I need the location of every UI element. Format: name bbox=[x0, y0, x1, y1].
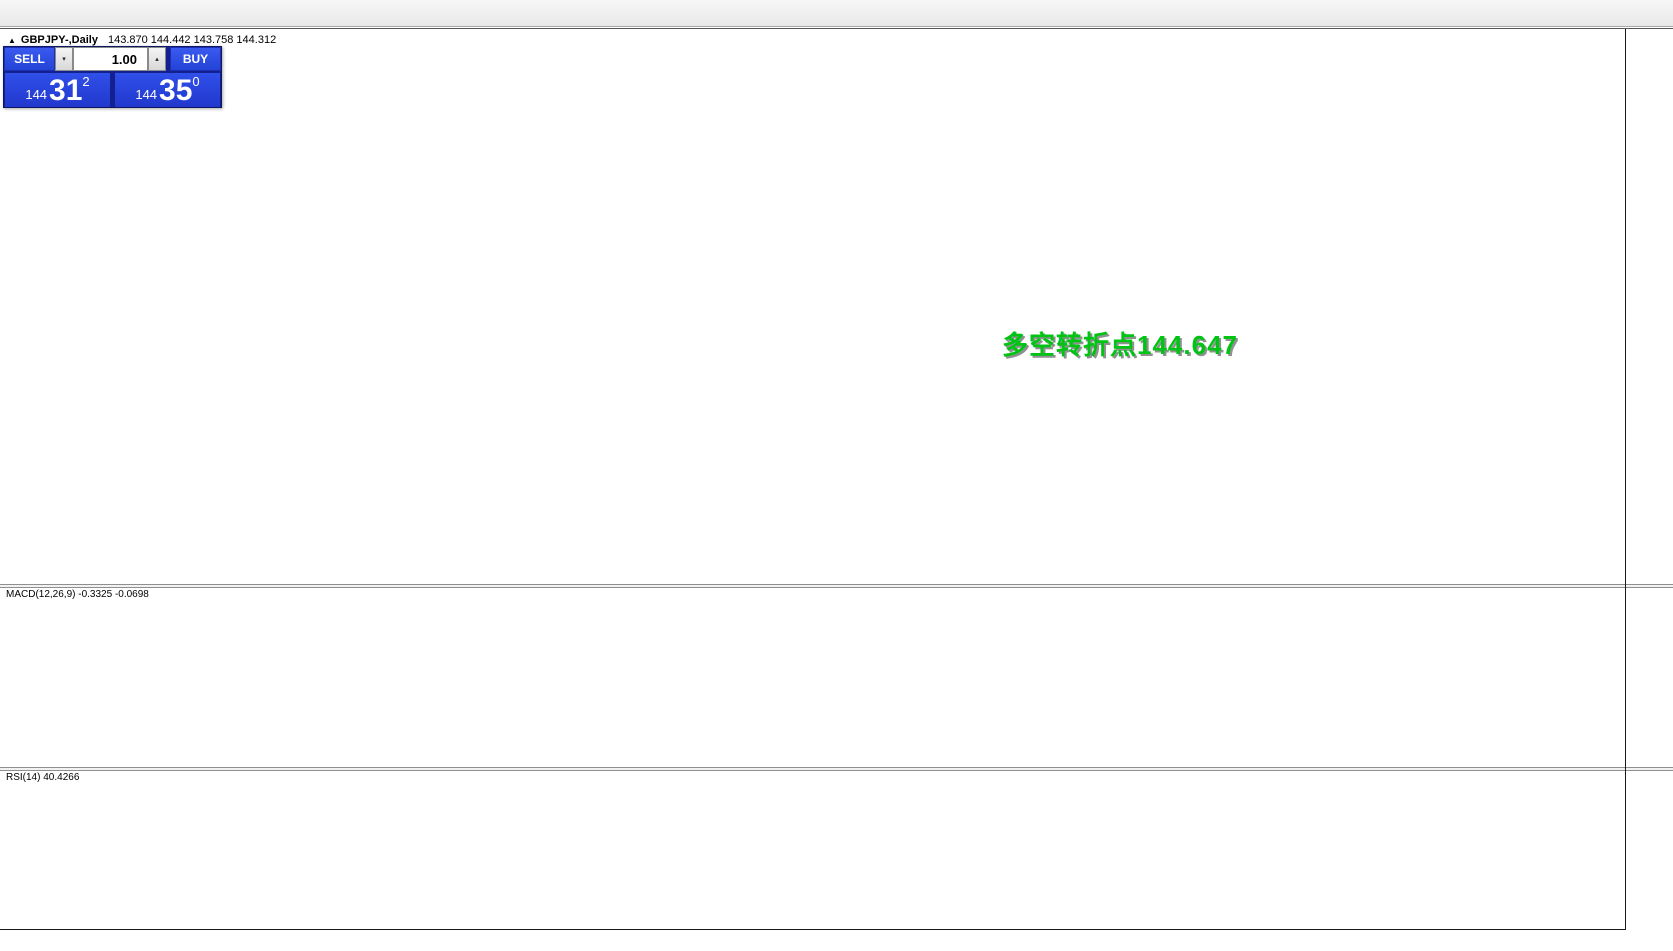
time-axis-border bbox=[0, 929, 1626, 930]
buy-price-big: 35 bbox=[159, 74, 193, 107]
sell-price-sup: 2 bbox=[82, 74, 90, 89]
toolbar bbox=[0, 0, 1673, 27]
time-axis[interactable] bbox=[0, 930, 1626, 951]
panel-divider[interactable] bbox=[0, 584, 1673, 588]
price-axis-border bbox=[1625, 29, 1626, 929]
chart-symbol-label: GBPJPY-,Daily bbox=[20, 34, 98, 46]
chart-window[interactable]: ▲ GBPJPY-,Daily 143.870 144.442 143.758 … bbox=[0, 28, 1673, 950]
buy-price-sup: 0 bbox=[192, 74, 200, 89]
rsi-indicator-label: RSI(14) 40.4266 bbox=[4, 772, 82, 783]
collapse-triangle-icon[interactable]: ▲ bbox=[8, 35, 16, 45]
buy-button[interactable]: BUY bbox=[170, 47, 221, 71]
panel-divider[interactable] bbox=[0, 767, 1673, 771]
volume-down-button[interactable]: ▾ bbox=[55, 47, 73, 71]
sell-price-big: 31 bbox=[49, 74, 83, 107]
sell-price-button[interactable]: 144 31 2 bbox=[5, 73, 110, 107]
price-axis[interactable] bbox=[1626, 29, 1673, 951]
sell-button[interactable]: SELL bbox=[4, 47, 55, 71]
chart-ohlc-label: 143.870 144.442 143.758 144.312 bbox=[107, 34, 277, 46]
buy-price-prefix: 144 bbox=[135, 87, 158, 102]
sell-price-prefix: 144 bbox=[25, 87, 48, 102]
chart-title: ▲ GBPJPY-,Daily 143.870 144.442 143.758 … bbox=[8, 34, 276, 46]
volume-up-button[interactable]: ▴ bbox=[148, 47, 166, 71]
macd-indicator-label: MACD(12,26,9) -0.3325 -0.0698 bbox=[4, 589, 151, 600]
one-click-trade-panel: SELL ▾ ▴ BUY 144 31 2 144 35 0 bbox=[3, 46, 222, 108]
volume-input[interactable] bbox=[73, 47, 148, 71]
chart-annotation-text[interactable]: 多空转折点144.647 bbox=[1002, 330, 1238, 360]
buy-price-button[interactable]: 144 35 0 bbox=[115, 73, 220, 107]
